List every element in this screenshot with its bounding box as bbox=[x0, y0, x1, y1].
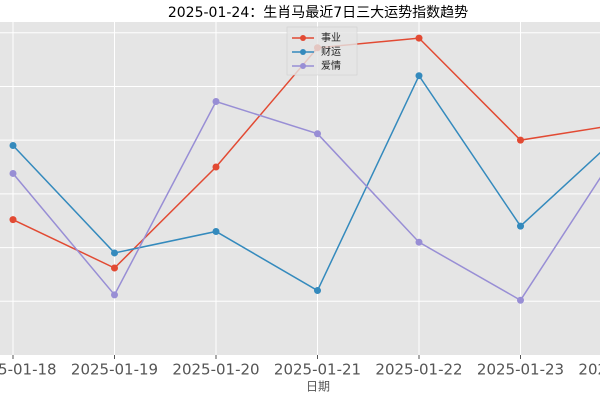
legend-marker bbox=[300, 49, 306, 55]
x-tick-label: 2025-01-24 bbox=[578, 361, 600, 379]
data-point bbox=[517, 222, 524, 230]
legend-box bbox=[286, 26, 358, 76]
data-point bbox=[111, 249, 118, 257]
data-point bbox=[212, 227, 220, 235]
legend-marker bbox=[300, 35, 306, 41]
x-tick-label: 2025-01-18 bbox=[0, 361, 57, 379]
data-point bbox=[415, 34, 423, 42]
legend-label: 财运 bbox=[321, 45, 341, 58]
x-tick-label: 2025-01-19 bbox=[71, 361, 158, 379]
legend-marker bbox=[300, 63, 306, 69]
data-point bbox=[314, 287, 321, 295]
x-tick-label: 2025-01-21 bbox=[274, 361, 361, 379]
x-axis-label: 日期 bbox=[306, 380, 330, 394]
legend-label: 事业 bbox=[321, 31, 341, 44]
data-point bbox=[212, 97, 220, 105]
legend-label: 爱情 bbox=[321, 59, 341, 72]
data-point bbox=[9, 142, 17, 150]
chart-title: 2025-01-24：生肖马最近7日三大运势指数趋势 bbox=[168, 5, 468, 21]
data-point bbox=[415, 238, 423, 246]
plot-area bbox=[0, 22, 600, 355]
x-tick-label: 2025-01-23 bbox=[477, 361, 564, 379]
data-point bbox=[314, 130, 321, 138]
data-point bbox=[9, 216, 17, 224]
x-tick-label: 2025-01-20 bbox=[172, 361, 259, 379]
data-point bbox=[9, 169, 17, 177]
data-point bbox=[111, 291, 118, 299]
data-point bbox=[415, 72, 423, 80]
data-point bbox=[517, 296, 524, 304]
data-point bbox=[111, 264, 118, 272]
data-point bbox=[517, 136, 524, 144]
data-point bbox=[212, 163, 220, 171]
x-tick-label: 2025-01-22 bbox=[375, 361, 462, 379]
